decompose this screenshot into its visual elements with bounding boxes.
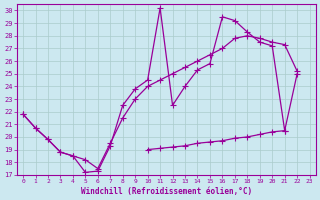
X-axis label: Windchill (Refroidissement éolien,°C): Windchill (Refroidissement éolien,°C) <box>81 187 252 196</box>
